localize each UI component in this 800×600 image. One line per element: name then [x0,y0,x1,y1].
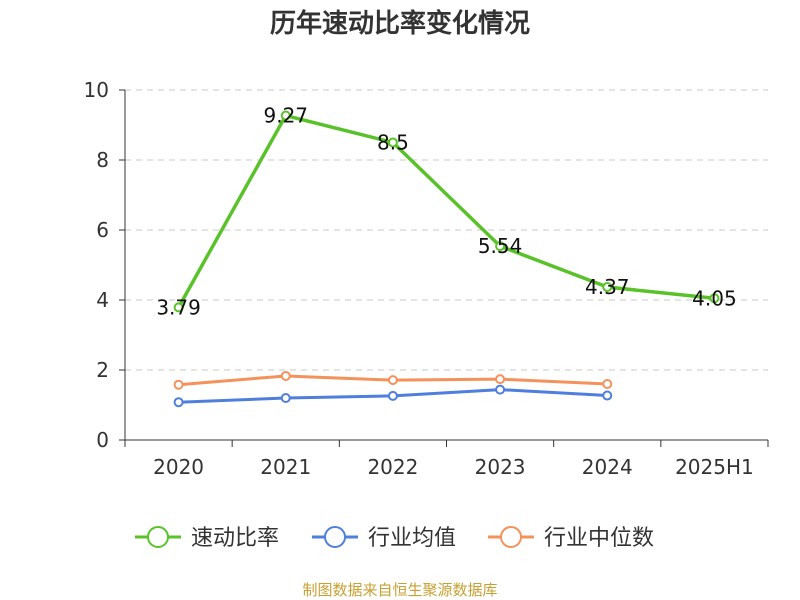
data-point [280,370,291,381]
legend-label: 速动比率 [191,526,279,551]
series-layer [173,110,720,408]
x-tick-label: 2022 [367,455,418,479]
x-tick-label: 2020 [153,455,204,479]
legend-marker [500,526,522,548]
chart-title: 历年速动比率变化情况 [270,8,530,39]
y-tick-label: 2 [96,358,109,382]
legend-item[interactable]: 行业均值 [312,526,456,551]
x-axis-ticks: 2020 2021 2022 2023 2024 2025H1 [153,455,754,479]
data-point [495,374,506,385]
legend-label: 行业中位数 [544,526,654,551]
axes [119,89,769,447]
data-point [387,390,398,401]
data-point [173,397,184,408]
data-point [387,375,398,386]
legend-item[interactable]: 行业中位数 [488,526,654,551]
data-point [602,282,613,293]
data-point [495,241,506,252]
data-point [387,137,398,148]
legend-marker [324,526,346,548]
y-tick-label: 4 [96,288,109,312]
series-line [177,113,715,309]
y-tick-label: 0 [96,428,109,452]
legend: 速动比率 行业均值 行业中位数 [135,526,654,551]
x-tick-label: 2024 [582,455,633,479]
data-point [602,390,613,401]
data-point [280,393,291,403]
data-label: 9.27 [263,104,308,128]
data-point [602,379,613,389]
data-point [709,293,720,304]
legend-marker [147,526,169,548]
data-point [280,110,291,121]
x-tick-label: 2023 [475,455,526,479]
data-label: 4.05 [692,286,737,310]
legend-label: 行业均值 [368,526,456,551]
data-label: 3.79 [156,295,201,319]
data-point [173,379,184,390]
data-point [495,384,506,395]
y-tick-label: 10 [84,78,109,102]
y-tick-label: 6 [96,218,109,242]
data-label: 5.54 [478,234,523,258]
data-label: 8.5 [377,131,409,155]
x-tick-label: 2021 [260,455,311,479]
x-tick-label: 2025H1 [675,455,754,479]
y-tick-label: 8 [96,148,109,172]
data-label: 4.37 [585,275,630,299]
grid-lines [125,89,768,371]
y-axis-ticks: 0 2 4 6 8 10 [84,78,109,452]
data-labels: 3.79 9.27 8.5 5.54 4.37 4.05 [156,104,736,320]
source-note: 制图数据来自恒生聚源数据库 [302,581,497,599]
data-point [173,302,184,313]
legend-item[interactable]: 速动比率 [135,526,279,551]
